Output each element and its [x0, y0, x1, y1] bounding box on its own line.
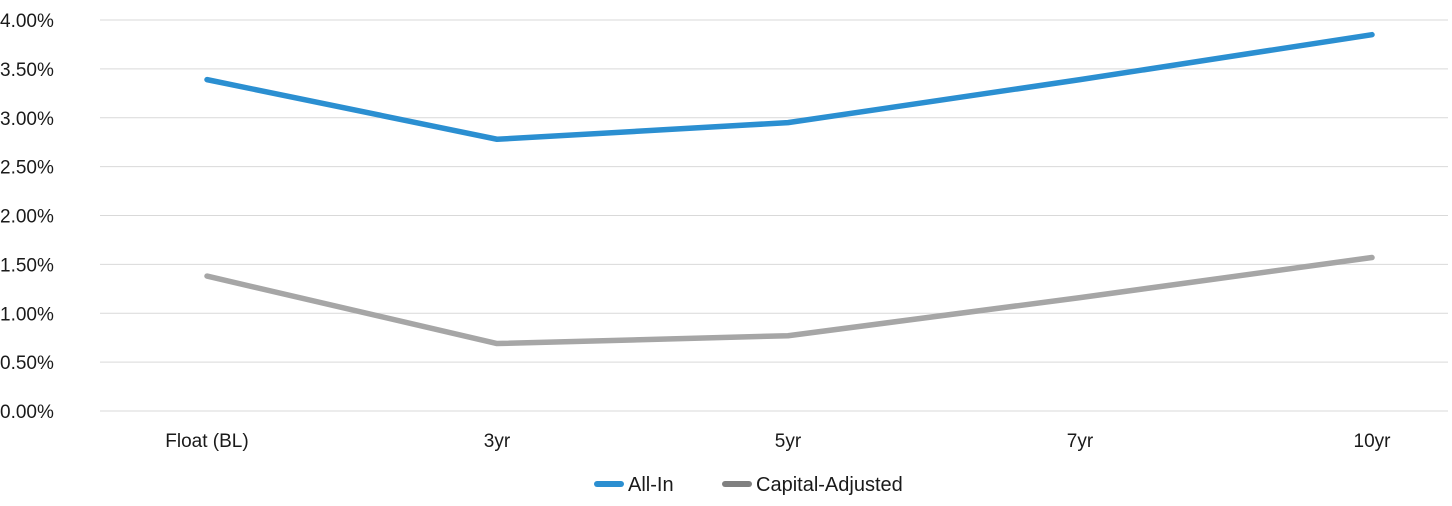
x-tick-label: 7yr: [1067, 431, 1094, 452]
y-tick-label: 0.50%: [0, 353, 54, 374]
y-tick-label: 0.00%: [0, 402, 54, 423]
legend-item: All-In: [597, 474, 674, 496]
legend: All-In Capital-Adjusted: [597, 474, 903, 496]
y-tick-label: 1.00%: [0, 304, 54, 325]
legend-label: All-In: [628, 474, 674, 496]
x-tick-label: 5yr: [775, 431, 802, 452]
y-tick-label: 1.50%: [0, 255, 54, 276]
y-tick-label: 3.50%: [0, 60, 54, 81]
gridlines: [100, 20, 1448, 411]
y-tick-label: 4.00%: [0, 11, 54, 32]
y-tick-label: 3.00%: [0, 109, 54, 130]
series-lines: [207, 35, 1372, 344]
x-tick-label: 3yr: [484, 431, 511, 452]
series-line-all-in: [207, 35, 1372, 140]
x-tick-label: 10yr: [1354, 431, 1392, 452]
legend-label: Capital-Adjusted: [756, 474, 903, 496]
y-tick-label: 2.50%: [0, 158, 54, 179]
x-axis-ticks: Float (BL) 3yr 5yr 7yr 10yr: [165, 431, 1391, 452]
y-axis-ticks: 0.00% 0.50% 1.00% 1.50% 2.00% 2.50% 3.00% 3.50%…: [0, 11, 54, 423]
series-line-capital-adjusted: [207, 258, 1372, 344]
x-tick-label: Float (BL): [165, 431, 248, 452]
legend-item: Capital-Adjusted: [725, 474, 903, 496]
y-tick-label: 2.00%: [0, 207, 54, 228]
